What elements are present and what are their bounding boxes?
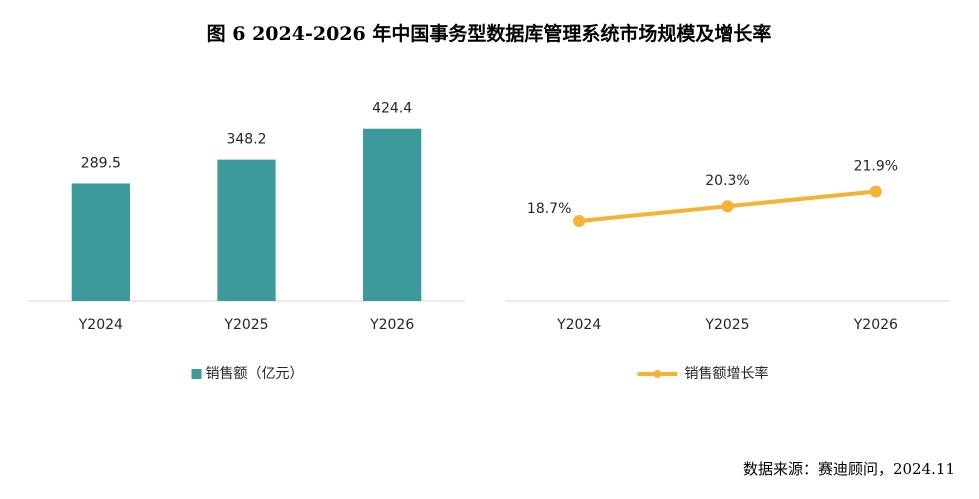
legend-swatch: [191, 369, 202, 379]
legend-label: 销售额增长率: [685, 365, 769, 382]
data-label: 348.2: [226, 132, 266, 148]
x-tick-label: Y2026: [853, 317, 898, 333]
data-label: 289.5: [81, 155, 121, 171]
marker: [721, 200, 734, 213]
x-tick-label: Y2024: [556, 317, 601, 333]
x-tick-label: Y2025: [704, 317, 749, 333]
x-tick-label: Y2025: [223, 317, 268, 333]
x-tick-label: Y2026: [369, 317, 414, 333]
data-label: 424.4: [372, 101, 412, 117]
legend-label: 销售额（亿元）: [206, 366, 304, 382]
data-label: 18.7%: [527, 201, 571, 217]
chart-title: 图 6 2024-2026 年中国事务型数据库管理系统市场规模及增长率: [207, 22, 772, 45]
source-note: 数据来源：赛迪顾问，2024.11: [743, 460, 955, 478]
bar: [363, 128, 422, 301]
x-tick-label: Y2024: [78, 317, 123, 333]
data-label: 20.3%: [705, 173, 749, 189]
legend-marker: [653, 370, 662, 378]
marker: [573, 214, 586, 227]
data-label: 21.9%: [854, 159, 898, 175]
bar: [217, 159, 276, 301]
bar: [71, 183, 130, 301]
marker: [869, 185, 882, 198]
